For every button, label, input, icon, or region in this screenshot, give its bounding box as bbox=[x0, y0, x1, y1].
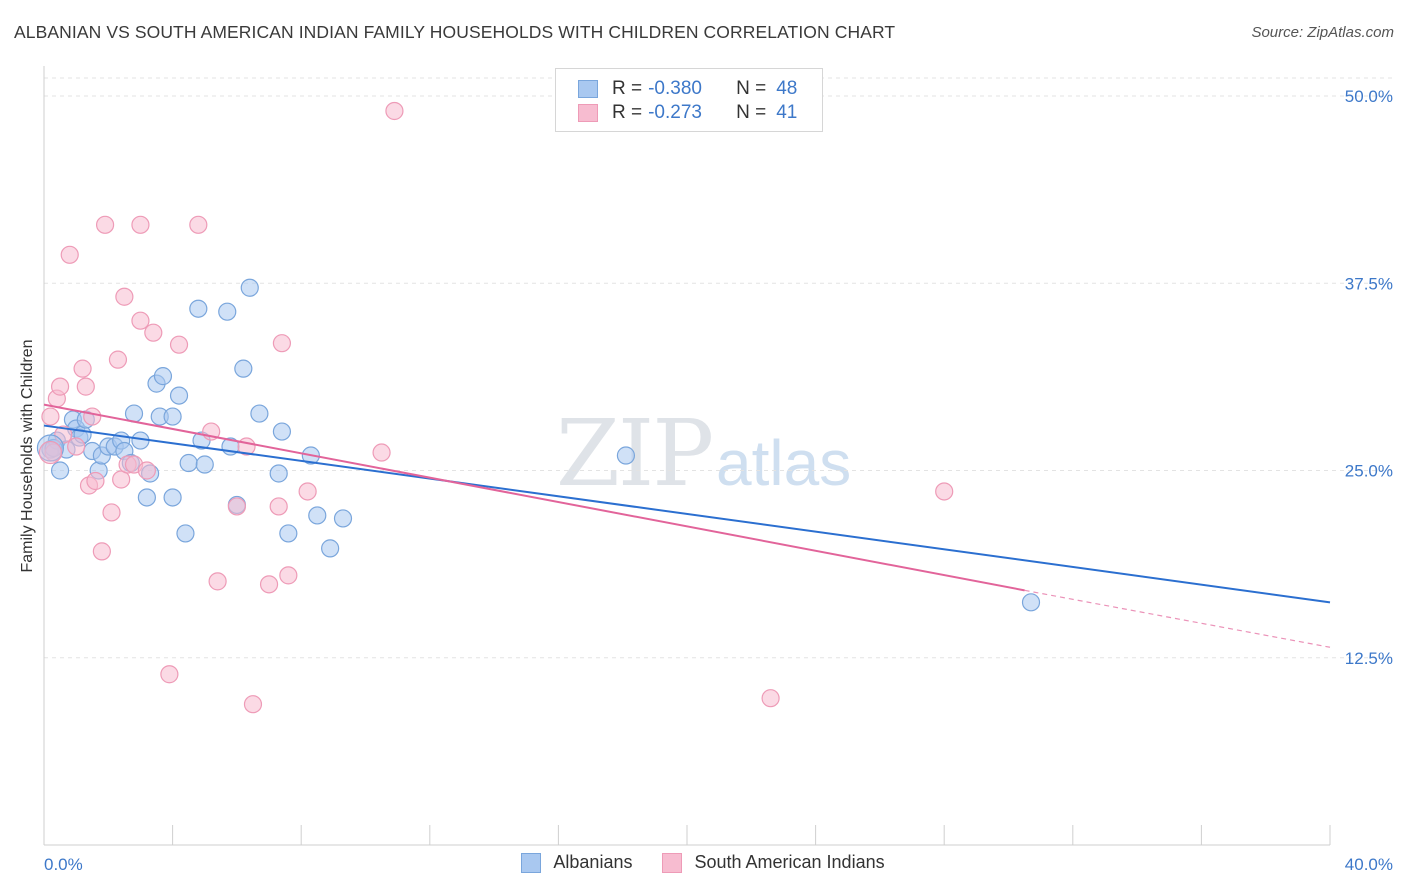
south-american-indians-point bbox=[73, 359, 92, 378]
south-american-indians-point bbox=[131, 215, 150, 234]
albanians-point bbox=[240, 278, 259, 297]
albanians-point bbox=[179, 453, 198, 473]
y-tick-label: 50.0% bbox=[1345, 87, 1393, 106]
r-value: -0.380 bbox=[648, 78, 702, 99]
chart-title: ALBANIAN VS SOUTH AMERICAN INDIAN FAMILY… bbox=[14, 22, 896, 42]
south-american-indians-point bbox=[385, 101, 404, 121]
albanians-legend-swatch bbox=[521, 852, 542, 873]
x-tick-label: 0.0% bbox=[44, 855, 83, 874]
south-american-indians-legend-swatch bbox=[662, 852, 683, 873]
albanians-trendline bbox=[43, 424, 1331, 604]
south-american-indians-point bbox=[208, 572, 227, 591]
south-american-indians-point bbox=[189, 215, 208, 234]
south-american-indians-point bbox=[86, 471, 105, 491]
south-american-indians-point bbox=[60, 245, 79, 264]
south-american-indians-point bbox=[160, 665, 179, 684]
albanians-point bbox=[50, 461, 70, 480]
legend-item-albanians: Albanians bbox=[521, 852, 632, 873]
watermark-atlas: atlas bbox=[716, 427, 852, 499]
south-american-indians-point bbox=[95, 215, 115, 234]
south-american-indians-trendline-extension bbox=[1024, 589, 1331, 648]
legend-label-south-american-indians: South American Indians bbox=[694, 852, 885, 872]
correlation-legend: R = -0.380 N = 48 R = -0.273 N = 41 bbox=[555, 68, 823, 132]
albanians-swatch bbox=[578, 80, 598, 98]
albanians-point bbox=[321, 539, 340, 558]
south-american-indians-point bbox=[92, 542, 111, 561]
r-label: R = bbox=[612, 78, 643, 99]
albanians-point bbox=[279, 524, 298, 543]
albanians-point bbox=[1021, 593, 1041, 612]
albanians-point bbox=[169, 386, 189, 405]
albanians-point bbox=[137, 488, 156, 507]
legend-row-south-american-indians: R = -0.273 N = 41 bbox=[578, 101, 797, 125]
watermark-zip: ZIP bbox=[556, 400, 714, 507]
south-american-indians-point bbox=[38, 440, 63, 465]
albanians-point bbox=[616, 446, 636, 465]
south-american-indians-point bbox=[131, 311, 150, 330]
r-label: R = bbox=[612, 102, 643, 123]
y-tick-label: 25.0% bbox=[1345, 462, 1393, 481]
south-american-indians-point bbox=[83, 407, 102, 426]
n-label: N = bbox=[736, 102, 767, 123]
south-american-indians-point bbox=[935, 482, 954, 501]
south-american-indians-point bbox=[112, 470, 131, 489]
x-tick-label: 40.0% bbox=[1345, 855, 1393, 874]
r-value: -0.273 bbox=[648, 102, 702, 123]
albanians-point bbox=[234, 359, 253, 378]
albanians-point bbox=[163, 407, 182, 426]
albanians-point bbox=[153, 367, 173, 386]
south-american-indians-swatch bbox=[578, 104, 598, 122]
south-american-indians-point bbox=[102, 503, 121, 522]
south-american-indians-point bbox=[169, 335, 189, 354]
legend-row-albanians: R = -0.380 N = 48 bbox=[578, 77, 797, 101]
south-american-indians-point bbox=[50, 377, 70, 396]
south-american-indians-point bbox=[227, 497, 246, 516]
albanians-point bbox=[195, 455, 214, 474]
south-american-indians-point bbox=[269, 497, 288, 516]
series-legend: Albanians South American Indians bbox=[0, 852, 1406, 873]
albanians-point bbox=[333, 509, 353, 528]
south-american-indians-point bbox=[272, 334, 292, 353]
south-american-indians-point bbox=[67, 437, 86, 456]
south-american-indians-point bbox=[761, 689, 780, 708]
albanians-point bbox=[272, 422, 292, 441]
legend-label-albanians: Albanians bbox=[553, 852, 633, 872]
source-label: Source: ZipAtlas.com bbox=[1251, 24, 1394, 41]
south-american-indians-point bbox=[298, 482, 317, 501]
albanians-point bbox=[36, 434, 65, 462]
south-american-indians-point bbox=[372, 443, 391, 462]
south-american-indians-point bbox=[243, 695, 263, 714]
south-american-indians-point bbox=[259, 575, 279, 594]
albanians-point bbox=[189, 299, 208, 318]
south-american-indians-point bbox=[144, 323, 163, 342]
south-american-indians-point bbox=[115, 287, 134, 306]
legend-item-south-american-indians: South American Indians bbox=[662, 852, 885, 873]
south-american-indians-point bbox=[76, 377, 95, 396]
y-tick-label: 37.5% bbox=[1345, 274, 1393, 293]
n-label: N = bbox=[736, 78, 767, 99]
south-american-indians-point bbox=[137, 461, 156, 480]
n-value: 48 bbox=[776, 78, 798, 99]
albanians-point bbox=[176, 524, 195, 543]
albanians-point bbox=[250, 404, 269, 423]
south-american-indians-point bbox=[279, 566, 298, 585]
y-tick-label: 12.5% bbox=[1345, 649, 1393, 668]
albanians-point bbox=[308, 506, 327, 525]
south-american-indians-point bbox=[108, 350, 128, 369]
south-american-indians-trendline bbox=[43, 403, 1025, 592]
south-american-indians-point bbox=[41, 407, 60, 426]
albanians-point bbox=[269, 464, 288, 483]
n-value: 41 bbox=[776, 102, 798, 123]
albanians-point bbox=[163, 488, 182, 507]
albanians-point bbox=[218, 302, 237, 321]
